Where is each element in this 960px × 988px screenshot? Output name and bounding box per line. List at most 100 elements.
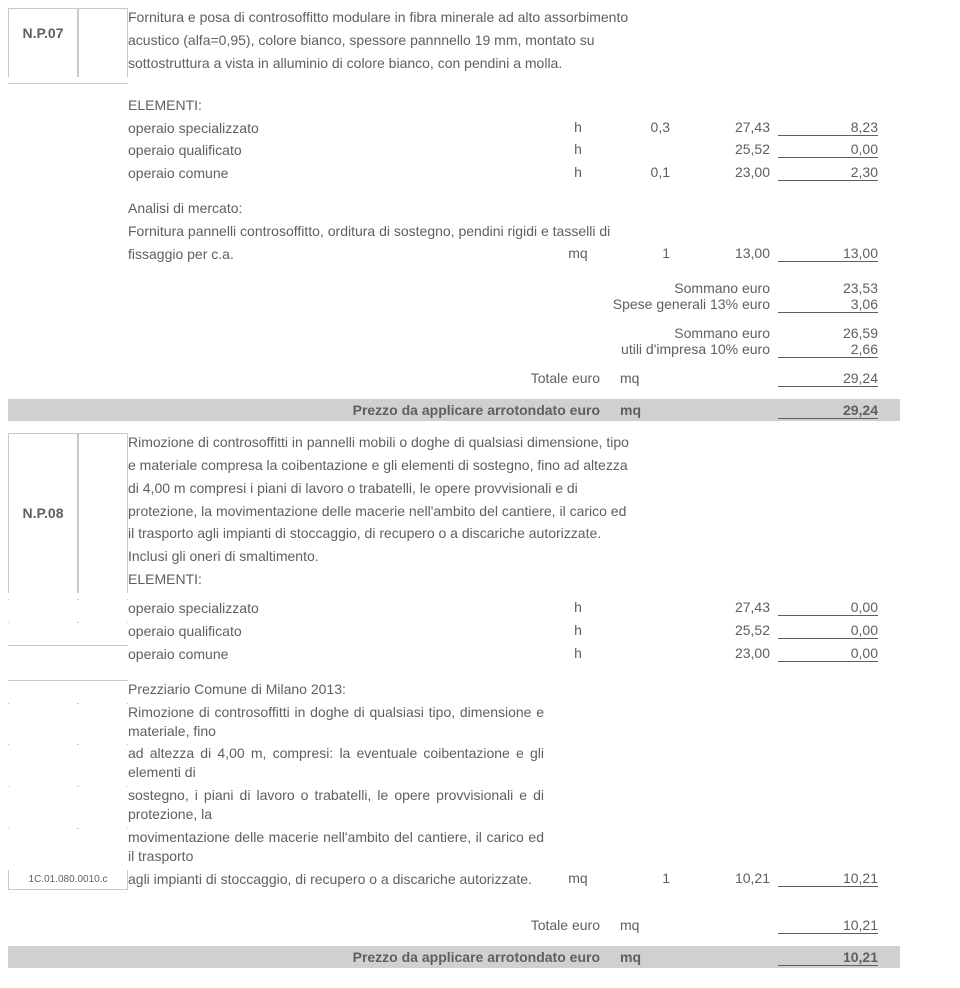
price: 25,52 (678, 622, 778, 638)
totale-label: Totale euro (128, 917, 608, 933)
total: 0,00 (778, 141, 878, 158)
qty: 0,1 (608, 164, 678, 180)
prezzo-unit: mq (608, 946, 678, 965)
sb (8, 703, 78, 704)
sb (78, 828, 128, 829)
unit: mq (548, 245, 608, 261)
prezzo-val: 10,21 (778, 946, 878, 966)
unit: h (548, 599, 608, 615)
price: 23,00 (678, 164, 778, 180)
sheet: Fornitura e posa di controsoffitto modul… (0, 0, 960, 988)
spese-label: Spese generali 13% euro (128, 296, 778, 312)
sb (8, 645, 78, 646)
np08-code-overlay: N.P.08 (8, 501, 900, 525)
prezziario-line-3: sostegno, i piani di lavoro o trabatelli… (8, 786, 900, 828)
sb (78, 645, 128, 646)
sommano-val: 23,53 (778, 280, 878, 296)
np07-row-3: operaio comune h 0,1 23,00 2,30 (8, 164, 900, 187)
sommano-label: Sommano euro (128, 280, 778, 296)
np07-row-2: operaio qualificato h 25,52 0,00 (8, 141, 900, 164)
price: 27,43 (678, 599, 778, 615)
sb (8, 622, 78, 623)
price: 27,43 (678, 119, 778, 135)
utili-label: utili d'impresa 10% euro (128, 341, 778, 357)
total: 13,00 (778, 245, 878, 262)
totale-unit: mq (608, 917, 678, 933)
sb (78, 703, 128, 704)
pline: agli impianti di stoccaggio, di recupero… (128, 870, 548, 893)
spese-val: 3,06 (778, 296, 878, 313)
np08-prezzo: Prezzo da applicare arrotondato euro mq … (8, 946, 900, 968)
pline: sostegno, i piani di lavoro o trabatelli… (128, 786, 548, 828)
label: operaio specializzato (128, 119, 548, 142)
prezziario-title: Prezziario Comune di Milano 2013: (128, 680, 548, 703)
sb (78, 622, 128, 623)
fornitura-line: Fornitura pannelli controsoffitto, ordit… (128, 222, 678, 245)
total: 0,00 (778, 645, 878, 662)
sb (8, 786, 78, 787)
np07-somma2: Sommano euro 26,59 (8, 325, 900, 341)
prezziario-line-2: ad altezza di 4,00 m, compresi: la event… (8, 744, 900, 786)
total: 0,00 (778, 622, 878, 639)
label: operaio comune (128, 645, 548, 668)
np07-fornitura-1: Fornitura pannelli controsoffitto, ordit… (8, 222, 900, 245)
np07-box-bottom (8, 83, 900, 84)
sb (8, 744, 78, 745)
sb (8, 680, 78, 681)
utili-val: 2,66 (778, 341, 878, 358)
sommano2-label: Sommano euro (128, 325, 778, 341)
np07-analisi: Analisi di mercato: (8, 199, 900, 222)
qty: 0,3 (608, 119, 678, 135)
prezziario-line-4: movimentazione delle macerie nell'ambito… (8, 828, 900, 870)
qty: 1 (608, 245, 678, 261)
elementi-label: ELEMENTI: (128, 96, 548, 119)
np08-totale: Totale euro mq 10,21 (8, 917, 900, 934)
np08-line: di 4,00 m compresi i piani di lavoro o t… (128, 479, 900, 502)
np08-row-1: operaio specializzato h 27,43 0,00 (8, 599, 900, 622)
np07-desc-line-3: sottostruttura a vista in alluminio di c… (128, 54, 900, 77)
prezzo-unit: mq (608, 399, 678, 418)
pline: Rimozione di controsoffitti in doghe di … (128, 703, 548, 745)
np08-row-2: operaio qualificato h 25,52 0,00 (8, 622, 900, 645)
prezzo-label: Prezzo da applicare arrotondato euro (128, 946, 608, 968)
np07-utili: utili d'impresa 10% euro 2,66 (8, 341, 900, 358)
unit: mq (548, 870, 608, 886)
unit: h (548, 119, 608, 135)
prezzo-val: 29,24 (778, 399, 878, 419)
total: 8,23 (778, 119, 878, 136)
sb (8, 828, 78, 829)
fornitura-line: fissaggio per c.a. (128, 245, 548, 268)
np07-row-1: operaio specializzato h 0,3 27,43 8,23 (8, 119, 900, 142)
sidebox-b2 (78, 83, 128, 84)
sidebox-b1 (8, 83, 78, 84)
sb (78, 599, 128, 600)
total: 2,30 (778, 164, 878, 181)
sommano2-val: 26,59 (778, 325, 878, 341)
np08-line: ELEMENTI: (128, 570, 900, 593)
price: 13,00 (678, 245, 778, 261)
totale-unit: mq (608, 370, 678, 386)
prezzo-label: Prezzo da applicare arrotondato euro (128, 399, 608, 421)
sb (78, 786, 128, 787)
unit: h (548, 164, 608, 180)
np07-totale: Totale euro mq 29,24 (8, 370, 900, 387)
np08-line: e materiale compresa la coibentazione e … (128, 456, 900, 479)
np08-row-3: operaio comune h 23,00 0,00 (8, 645, 900, 668)
label: operaio qualificato (128, 622, 548, 645)
unit: h (548, 622, 608, 638)
totale-label: Totale euro (128, 370, 608, 386)
sb (8, 599, 78, 600)
price: 25,52 (678, 141, 778, 157)
prezziario-title: Prezziario Comune di Milano 2013: (8, 680, 900, 703)
sb (78, 744, 128, 745)
pline: ad altezza di 4,00 m, compresi: la event… (128, 744, 548, 786)
label: operaio qualificato (128, 141, 548, 164)
price: 10,21 (678, 870, 778, 886)
np08-line: Rimozione di controsoffitti in pannelli … (128, 433, 900, 456)
prezziario-line-5: 1C.01.080.0010.c agli impianti di stocca… (8, 870, 900, 893)
np07-fornitura-2: fissaggio per c.a. mq 1 13,00 13,00 (8, 245, 900, 268)
np07-prezzo: Prezzo da applicare arrotondato euro mq … (8, 399, 900, 421)
price: 23,00 (678, 645, 778, 661)
sb: 1C.01.080.0010.c (8, 870, 128, 890)
total: 10,21 (778, 870, 878, 887)
